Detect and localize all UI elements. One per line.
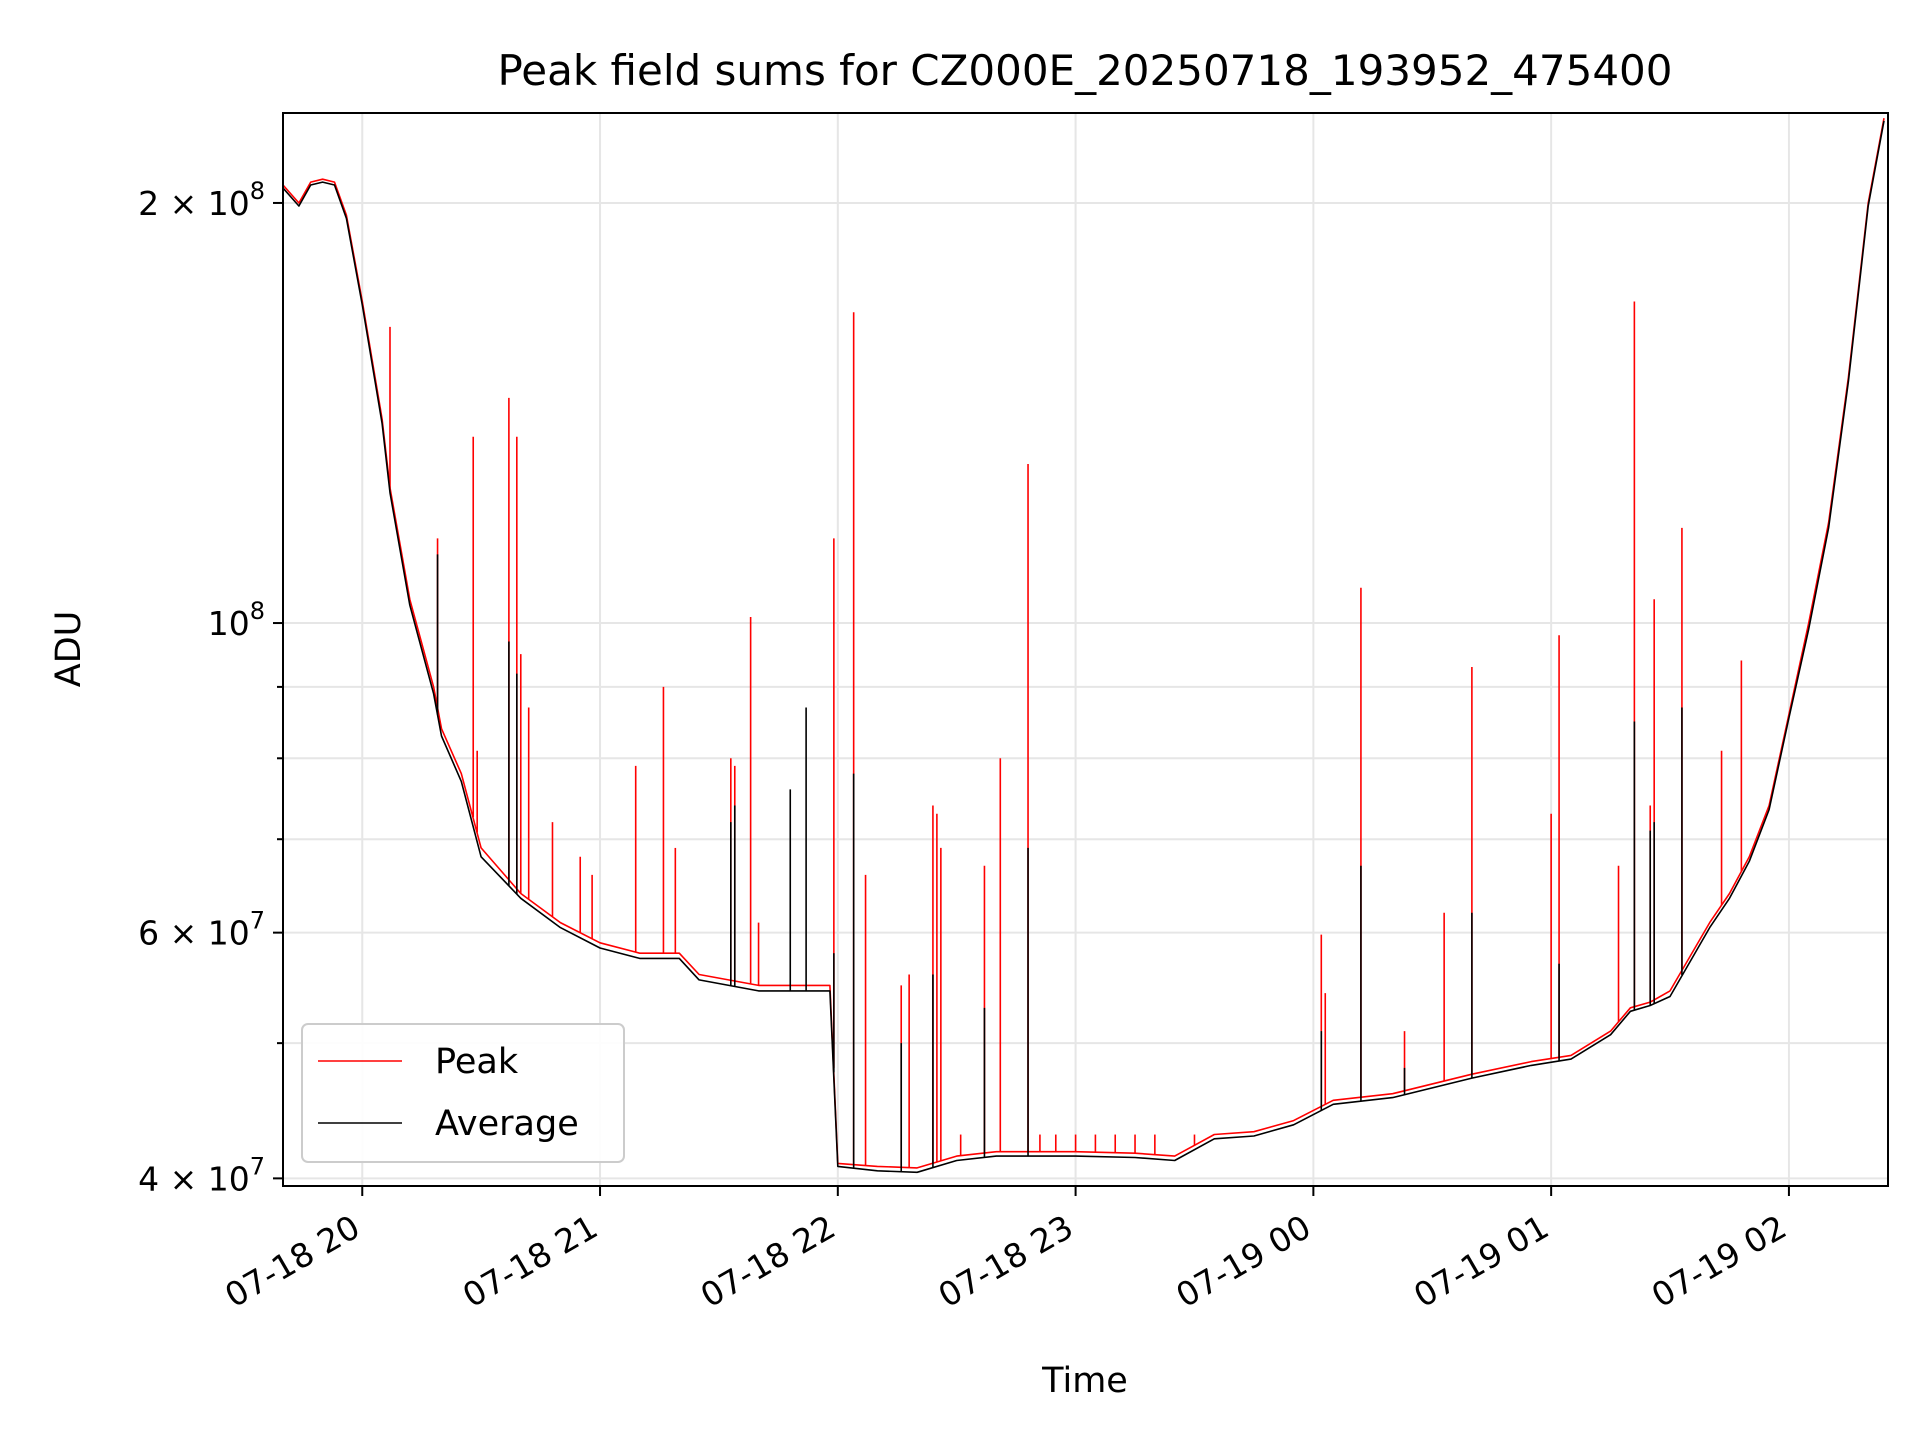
- legend-peak-label: Peak: [435, 1042, 519, 1082]
- average-series-line: [283, 120, 1885, 1174]
- grid: [283, 113, 1888, 1186]
- y-axis-ticks: 4 × 107 6 × 107 108 2 × 108: [138, 177, 283, 1198]
- series-layer: [283, 118, 1885, 1174]
- y-tick-label: 108: [208, 597, 265, 643]
- y-tick-label: 4 × 107: [138, 1152, 265, 1198]
- y-tick-label: 2 × 108: [138, 177, 265, 223]
- legend-box: [301, 1023, 625, 1163]
- plot-frame: [282, 112, 1889, 1187]
- chart-title: Peak field sums for CZ000E_20250718_1939…: [497, 46, 1672, 95]
- legend: Peak Average: [301, 1023, 625, 1163]
- peak-series-line: [283, 118, 1885, 1169]
- y-axis-label: ADU: [49, 611, 89, 688]
- legend-average-label: Average: [435, 1104, 579, 1144]
- x-axis-label: Time: [1041, 1361, 1128, 1401]
- y-tick-label: 6 × 107: [138, 907, 265, 953]
